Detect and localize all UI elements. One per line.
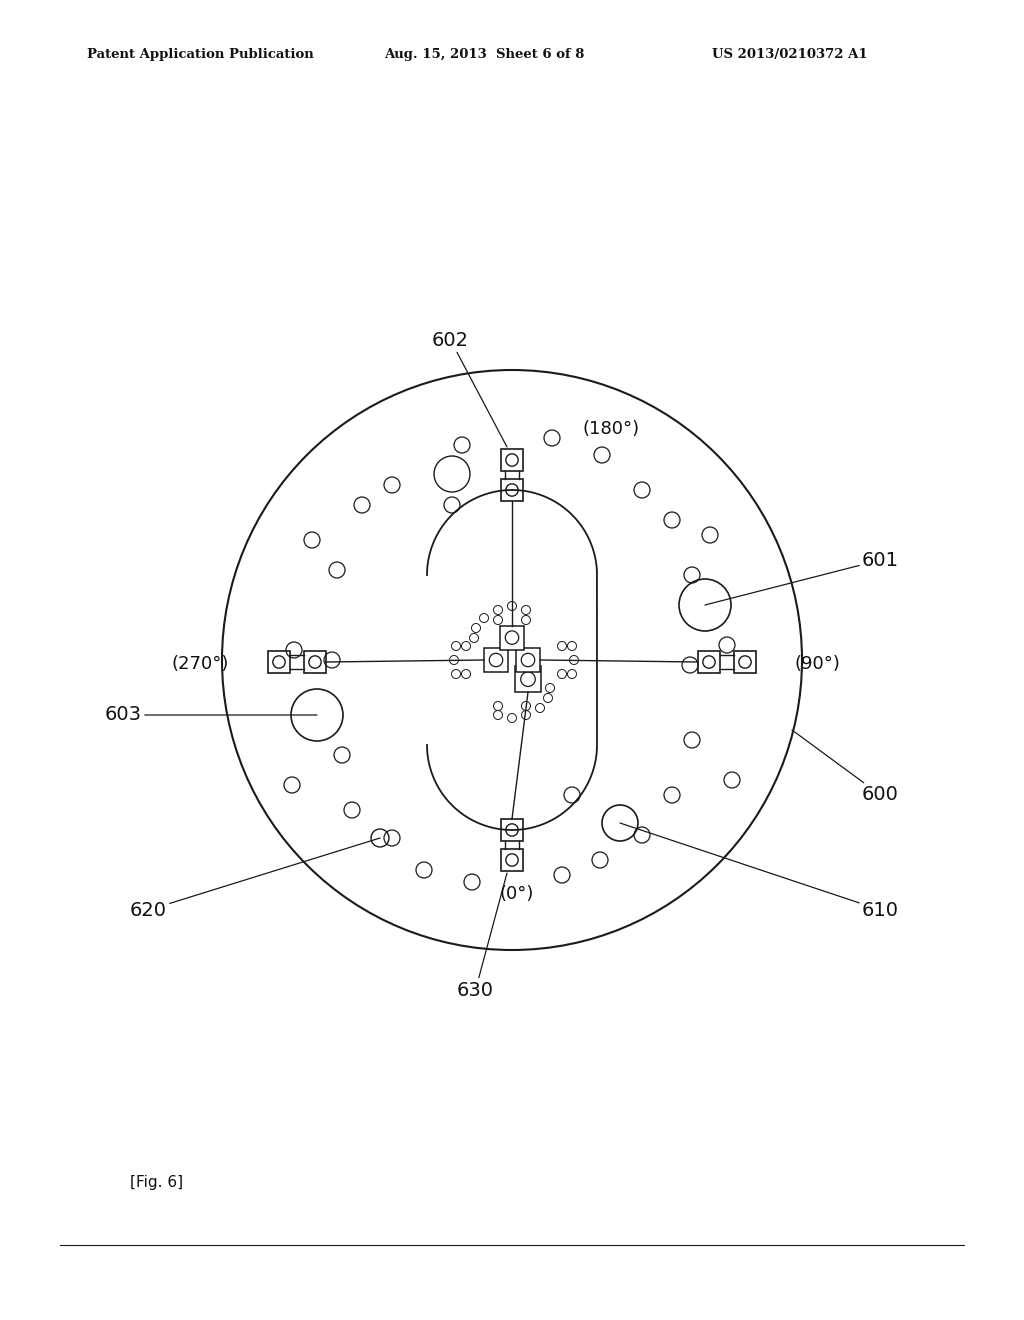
Text: Aug. 15, 2013  Sheet 6 of 8: Aug. 15, 2013 Sheet 6 of 8 (384, 48, 585, 61)
Circle shape (471, 623, 480, 632)
Circle shape (544, 693, 553, 702)
FancyBboxPatch shape (304, 651, 326, 673)
Circle shape (557, 642, 566, 651)
FancyBboxPatch shape (734, 651, 756, 673)
Circle shape (557, 669, 566, 678)
Circle shape (508, 602, 516, 610)
Circle shape (546, 684, 555, 693)
Circle shape (521, 606, 530, 615)
Circle shape (450, 656, 459, 664)
Circle shape (569, 656, 579, 664)
Text: [Fig. 6]: [Fig. 6] (130, 1175, 183, 1191)
Text: (0°): (0°) (500, 884, 535, 903)
Circle shape (521, 701, 530, 710)
Circle shape (567, 669, 577, 678)
FancyBboxPatch shape (484, 648, 508, 672)
Circle shape (452, 642, 461, 651)
FancyBboxPatch shape (268, 651, 290, 673)
FancyBboxPatch shape (500, 626, 524, 649)
FancyBboxPatch shape (501, 479, 523, 502)
Circle shape (452, 669, 461, 678)
FancyBboxPatch shape (501, 449, 523, 471)
Text: (180°): (180°) (582, 420, 639, 438)
Text: 603: 603 (105, 705, 317, 725)
FancyBboxPatch shape (515, 667, 541, 692)
FancyBboxPatch shape (501, 818, 523, 841)
Text: 600: 600 (792, 730, 899, 804)
Circle shape (479, 614, 488, 623)
FancyBboxPatch shape (516, 648, 540, 672)
Text: US 2013/0210372 A1: US 2013/0210372 A1 (712, 48, 867, 61)
Circle shape (462, 642, 470, 651)
Circle shape (567, 642, 577, 651)
Text: 601: 601 (705, 550, 899, 605)
Circle shape (469, 634, 478, 643)
FancyBboxPatch shape (501, 849, 523, 871)
Circle shape (521, 710, 530, 719)
Text: 620: 620 (130, 838, 380, 920)
Text: (270°): (270°) (172, 655, 229, 673)
Text: 610: 610 (620, 822, 899, 920)
Circle shape (508, 714, 516, 722)
Circle shape (462, 669, 470, 678)
Circle shape (536, 704, 545, 713)
Circle shape (494, 701, 503, 710)
Circle shape (521, 615, 530, 624)
Circle shape (494, 615, 503, 624)
Circle shape (494, 710, 503, 719)
Text: (90°): (90°) (795, 655, 841, 673)
FancyBboxPatch shape (698, 651, 720, 673)
Text: 602: 602 (432, 330, 507, 447)
Text: 630: 630 (457, 873, 507, 999)
Text: Patent Application Publication: Patent Application Publication (87, 48, 313, 61)
Circle shape (494, 606, 503, 615)
